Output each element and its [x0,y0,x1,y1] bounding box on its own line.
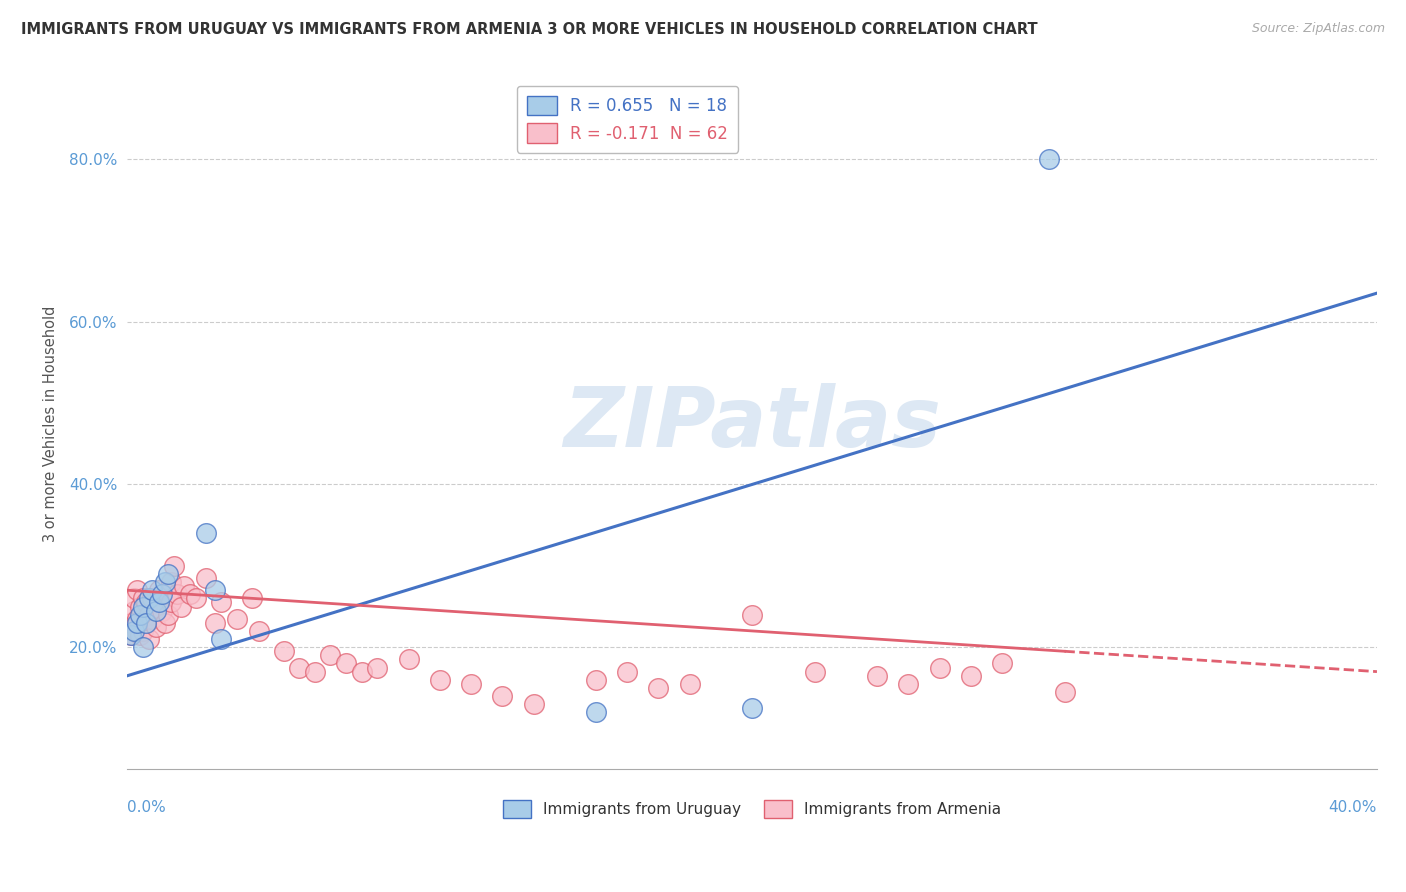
Point [160,595,183,609]
Point [153,615,176,630]
Point [866,669,889,683]
Point [150,604,173,618]
Point [129,628,152,642]
Point [157,587,180,601]
Point [803,665,825,679]
Point [491,689,513,703]
Point [132,591,155,606]
Point [335,657,357,671]
Point [132,599,155,614]
Point [135,615,157,630]
Point [120,615,142,630]
Point [209,595,232,609]
Point [522,697,544,711]
Point [319,648,342,663]
Point [129,607,152,622]
Point [125,624,148,638]
Point [350,665,373,679]
Point [141,612,163,626]
Point [209,632,232,646]
Y-axis label: 3 or more Vehicles in Household: 3 or more Vehicles in Household [44,305,58,541]
Text: IMMIGRANTS FROM URUGUAY VS IMMIGRANTS FROM ARMENIA 3 OR MORE VEHICLES IN HOUSEHO: IMMIGRANTS FROM URUGUAY VS IMMIGRANTS FR… [21,22,1038,37]
Point [135,615,157,630]
Point [398,652,420,666]
Point [741,701,763,715]
Point [145,604,167,618]
Point [1038,152,1060,166]
Point [148,583,170,598]
Point [135,595,157,609]
Point [647,681,669,695]
Point [141,591,163,606]
Point [304,665,326,679]
Point [148,595,170,609]
Point [366,660,388,674]
Point [166,587,188,601]
Point [141,583,163,598]
Point [186,591,208,606]
Point [928,660,950,674]
Point [179,587,201,601]
Point [288,660,311,674]
Point [125,612,148,626]
Point [204,615,226,630]
Point [122,604,145,618]
Point [247,624,270,638]
Point [145,620,167,634]
Point [138,591,160,606]
Point [132,640,155,655]
Point [122,591,145,606]
Point [163,558,186,573]
Point [157,607,180,622]
Point [585,673,607,687]
Point [242,591,264,606]
Legend: Immigrants from Uruguay, Immigrants from Armenia: Immigrants from Uruguay, Immigrants from… [498,794,1007,824]
Point [194,526,217,541]
Point [204,583,226,598]
Point [122,624,145,638]
Point [148,595,170,609]
Point [160,575,183,590]
Point [138,607,160,622]
Point [173,579,195,593]
Point [616,665,638,679]
Point [150,587,173,601]
Point [157,566,180,581]
Point [1053,685,1076,699]
Point [460,677,482,691]
Point [129,599,152,614]
Point [429,673,451,687]
Point [194,571,217,585]
Point [991,657,1014,671]
Point [153,575,176,590]
Text: Source: ZipAtlas.com: Source: ZipAtlas.com [1251,22,1385,36]
Point [125,583,148,598]
Text: 0.0%: 0.0% [128,800,166,815]
Point [132,624,155,638]
Point [585,706,607,720]
Text: 40.0%: 40.0% [1329,800,1376,815]
Point [273,644,295,658]
Point [125,615,148,630]
Point [741,607,763,622]
Point [960,669,983,683]
Text: ZIPatlas: ZIPatlas [564,383,941,464]
Point [120,628,142,642]
Point [897,677,920,691]
Point [169,599,191,614]
Point [225,612,247,626]
Point [679,677,702,691]
Point [138,632,160,646]
Point [120,628,142,642]
